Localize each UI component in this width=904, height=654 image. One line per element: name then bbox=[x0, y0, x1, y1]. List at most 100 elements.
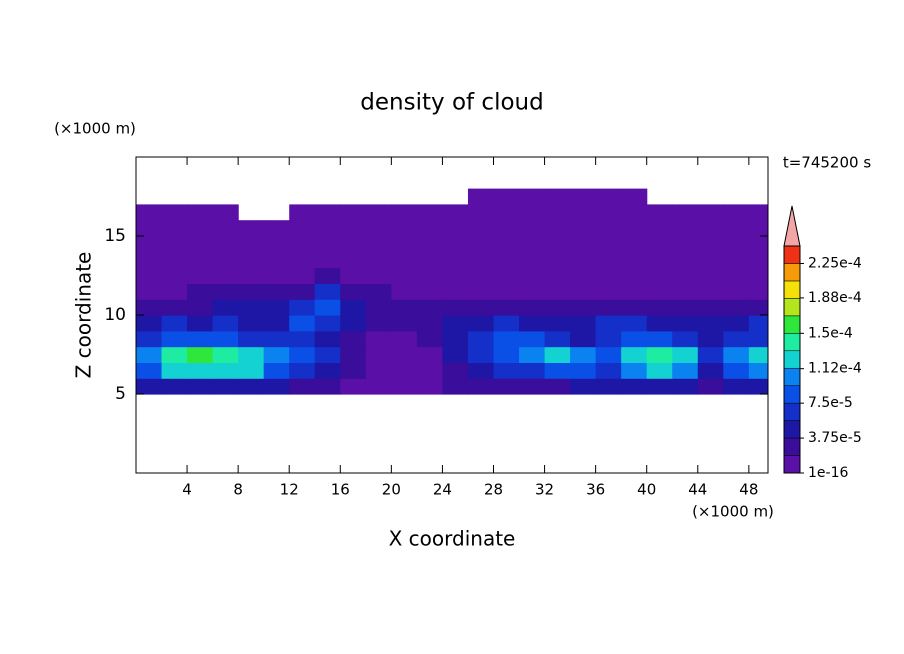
contour-cell bbox=[289, 251, 316, 269]
contour-cell bbox=[136, 378, 163, 395]
contour-cell bbox=[646, 346, 673, 363]
contour-cell bbox=[595, 346, 622, 363]
contour-cell bbox=[672, 315, 699, 332]
colorbar-band bbox=[783, 298, 801, 317]
colorbar-band bbox=[783, 402, 801, 421]
contour-cell bbox=[570, 378, 597, 395]
contour-cell bbox=[161, 330, 188, 348]
contour-cell bbox=[544, 220, 571, 237]
contour-cell bbox=[493, 315, 520, 332]
contour-cell bbox=[416, 346, 444, 363]
contour-cell bbox=[723, 299, 750, 316]
contour-cell bbox=[646, 362, 673, 379]
contour-cell bbox=[595, 251, 622, 269]
contour-cell bbox=[391, 204, 418, 221]
contour-cell bbox=[595, 378, 622, 395]
contour-cell bbox=[391, 251, 418, 269]
contour-cell bbox=[646, 251, 673, 269]
contour-cell bbox=[391, 330, 418, 348]
contour-cell bbox=[212, 204, 239, 221]
contour-cell bbox=[493, 251, 520, 269]
contour-cell bbox=[442, 378, 469, 395]
contour-cell bbox=[365, 362, 392, 379]
contour-cell bbox=[595, 299, 622, 316]
contour-cell bbox=[467, 188, 495, 205]
contour-cell bbox=[263, 378, 290, 395]
contour-cell bbox=[136, 315, 163, 332]
x-tick-label: 48 bbox=[739, 481, 758, 499]
contour-cell bbox=[621, 362, 648, 379]
contour-cell bbox=[289, 299, 316, 316]
contour-cell bbox=[340, 283, 367, 300]
contour-cell bbox=[672, 346, 699, 363]
contour-cell bbox=[697, 346, 724, 363]
contour-cell bbox=[519, 267, 546, 284]
contour-cell bbox=[161, 236, 188, 253]
contour-cell bbox=[519, 283, 546, 300]
contour-cell bbox=[416, 299, 444, 316]
contour-cell bbox=[187, 283, 214, 300]
x-tick-label: 44 bbox=[688, 481, 707, 499]
contour-cell bbox=[314, 315, 341, 332]
contour-cell bbox=[672, 236, 699, 253]
contour-cell bbox=[289, 236, 316, 253]
chart-title: density of cloud bbox=[360, 90, 543, 116]
contour-cell bbox=[442, 283, 469, 300]
contour-cell bbox=[416, 251, 444, 269]
contour-cell bbox=[314, 378, 341, 395]
contour-cell bbox=[519, 236, 546, 253]
contour-cell bbox=[289, 220, 316, 237]
contour-cell bbox=[467, 299, 495, 316]
contour-cell bbox=[570, 346, 597, 363]
contour-cell bbox=[263, 267, 290, 284]
contour-cell bbox=[340, 378, 367, 395]
contour-cell bbox=[493, 236, 520, 253]
contour-cell bbox=[621, 220, 648, 237]
contour-cell bbox=[442, 267, 469, 284]
contour-cell bbox=[723, 283, 750, 300]
contour-cell bbox=[493, 346, 520, 363]
contour-cell bbox=[467, 315, 495, 332]
contour-cell bbox=[519, 204, 546, 221]
contour-cell bbox=[212, 251, 239, 269]
contour-cell bbox=[238, 362, 265, 379]
contour-cell bbox=[467, 330, 495, 348]
contour-cell bbox=[442, 315, 469, 332]
colorbar-band bbox=[783, 245, 801, 264]
contour-cell bbox=[646, 220, 673, 237]
contour-cell bbox=[314, 236, 341, 253]
contour-cell bbox=[161, 315, 188, 332]
contour-cell bbox=[314, 330, 341, 348]
contour-cell bbox=[187, 299, 214, 316]
contour-cell bbox=[136, 346, 163, 363]
colorbar-band bbox=[783, 455, 801, 474]
contour-cell bbox=[467, 378, 495, 395]
contour-cell bbox=[570, 299, 597, 316]
contour-cell bbox=[365, 267, 392, 284]
contour-cell bbox=[467, 283, 495, 300]
contour-cell bbox=[672, 378, 699, 395]
contour-cell bbox=[314, 204, 341, 221]
contour-cell bbox=[467, 362, 495, 379]
contour-cell bbox=[416, 362, 444, 379]
contour-cell bbox=[519, 188, 546, 205]
contour-cell bbox=[161, 251, 188, 269]
contour-cell bbox=[519, 220, 546, 237]
contour-cell bbox=[416, 330, 444, 348]
contour-cell bbox=[723, 251, 750, 269]
contour-cell bbox=[570, 204, 597, 221]
contour-cell bbox=[187, 378, 214, 395]
x-tick-label: 12 bbox=[280, 481, 299, 499]
contour-cell bbox=[340, 267, 367, 284]
contour-cell bbox=[621, 330, 648, 348]
contour-cell bbox=[238, 283, 265, 300]
contour-cell bbox=[263, 283, 290, 300]
contour-cell bbox=[212, 267, 239, 284]
contour-cell bbox=[212, 220, 239, 237]
contour-cell bbox=[263, 346, 290, 363]
contour-cell bbox=[391, 378, 418, 395]
contour-cell bbox=[340, 251, 367, 269]
colorbar-band bbox=[783, 350, 801, 369]
contour-cell bbox=[748, 378, 768, 395]
axes: 4 8 12 16 20 24 28 32 36 40 44 48510151e-163.75e-57… bbox=[104, 156, 862, 499]
